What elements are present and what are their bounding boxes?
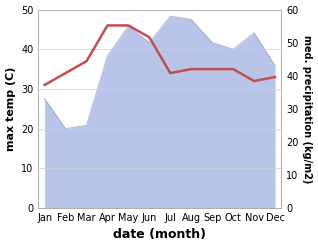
Y-axis label: med. precipitation (kg/m2): med. precipitation (kg/m2) <box>302 35 313 183</box>
Y-axis label: max temp (C): max temp (C) <box>5 67 16 151</box>
X-axis label: date (month): date (month) <box>113 228 206 242</box>
